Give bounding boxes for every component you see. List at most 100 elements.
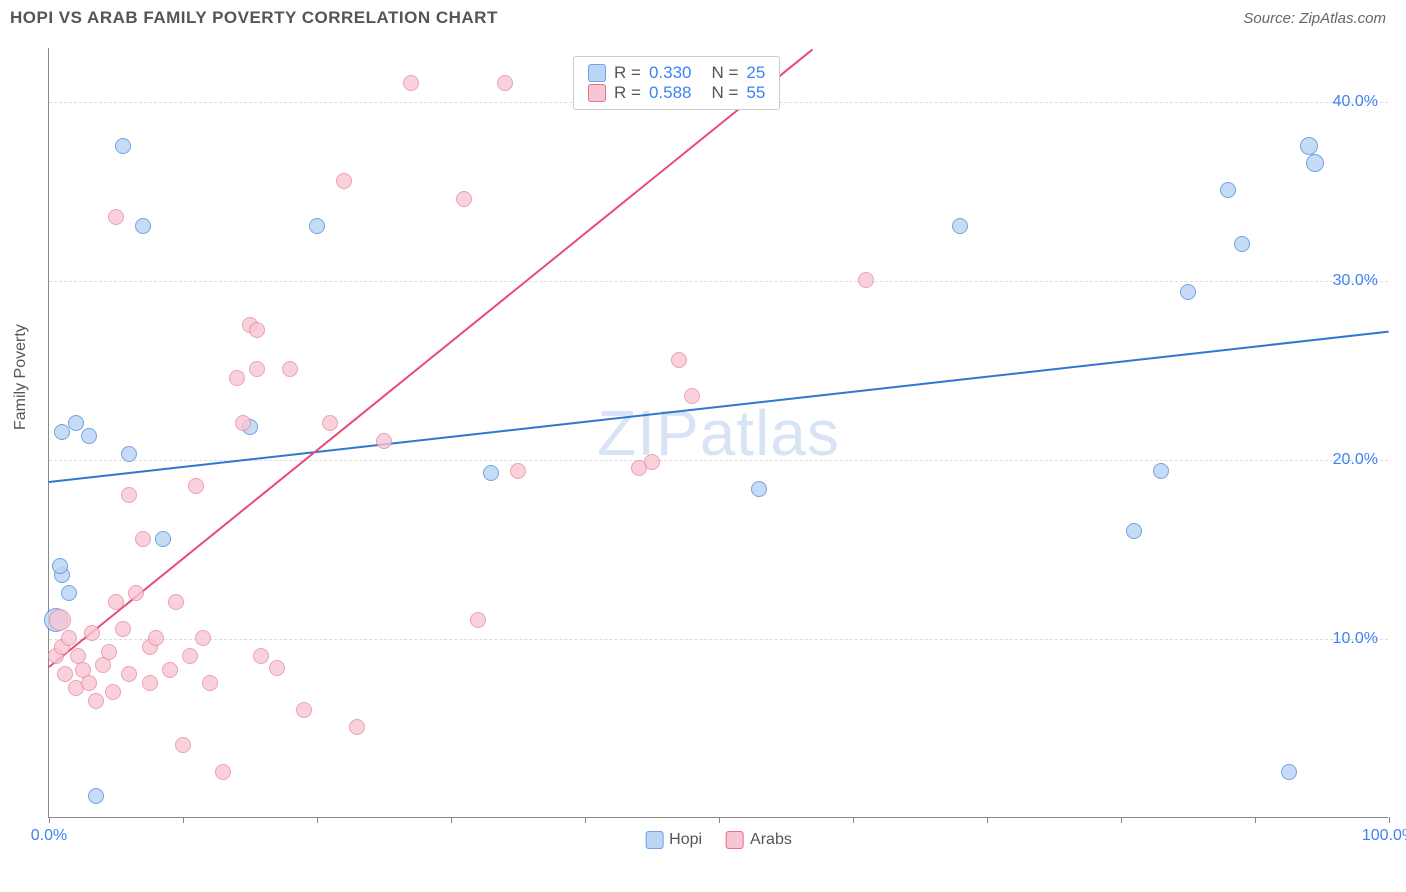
x-tick xyxy=(853,817,854,823)
data-point xyxy=(135,531,151,547)
y-tick-label: 20.0% xyxy=(1333,451,1378,469)
data-point xyxy=(1180,284,1196,300)
gridline xyxy=(49,281,1388,282)
data-point xyxy=(88,693,104,709)
correlation-legend: R = 0.330 N = 25R = 0.588 N = 55 xyxy=(573,56,780,110)
x-tick xyxy=(49,817,50,823)
data-point xyxy=(215,764,231,780)
x-tick xyxy=(1255,817,1256,823)
data-point xyxy=(456,191,472,207)
legend-n-value: 25 xyxy=(746,63,765,83)
data-point xyxy=(952,218,968,234)
data-point xyxy=(282,361,298,377)
data-point xyxy=(162,662,178,678)
data-point xyxy=(128,585,144,601)
legend-item: Arabs xyxy=(726,831,792,849)
data-point xyxy=(1281,764,1297,780)
source-label: Source: xyxy=(1243,10,1299,27)
scatter-chart: ZIPatlas HopiArabs 10.0%20.0%30.0%40.0%0… xyxy=(48,48,1388,818)
x-tick xyxy=(987,817,988,823)
data-point xyxy=(269,660,285,676)
x-tick-label: 100.0% xyxy=(1362,827,1406,845)
data-point xyxy=(253,648,269,664)
data-point xyxy=(235,415,251,431)
data-point xyxy=(115,621,131,637)
legend-n-label: N = xyxy=(711,83,738,103)
data-point xyxy=(84,625,100,641)
data-point xyxy=(249,322,265,338)
data-point xyxy=(1153,463,1169,479)
data-point xyxy=(1220,182,1236,198)
legend-r-value: 0.588 xyxy=(649,83,692,103)
chart-source: Source: ZipAtlas.com xyxy=(1243,10,1386,27)
series-legend: Hopi Arabs xyxy=(645,831,792,849)
data-point xyxy=(1300,137,1318,155)
data-point xyxy=(81,428,97,444)
legend-item-label: Arabs xyxy=(750,831,792,849)
data-point xyxy=(121,487,137,503)
data-point xyxy=(296,702,312,718)
data-point xyxy=(751,481,767,497)
data-point xyxy=(858,272,874,288)
data-point xyxy=(54,424,70,440)
data-point xyxy=(349,719,365,735)
data-point xyxy=(61,630,77,646)
legend-n-label: N = xyxy=(711,63,738,83)
chart-header: HOPI VS ARAB FAMILY POVERTY CORRELATION … xyxy=(0,0,1406,32)
data-point xyxy=(108,594,124,610)
data-point xyxy=(88,788,104,804)
data-point xyxy=(1306,154,1324,172)
legend-r-label: R = xyxy=(614,63,641,83)
trend-line xyxy=(48,48,813,667)
data-point xyxy=(202,675,218,691)
x-tick xyxy=(719,817,720,823)
data-point xyxy=(1126,523,1142,539)
y-tick-label: 10.0% xyxy=(1333,630,1378,648)
data-point xyxy=(175,737,191,753)
x-tick xyxy=(317,817,318,823)
legend-n-value: 55 xyxy=(746,83,765,103)
y-tick-label: 40.0% xyxy=(1333,93,1378,111)
data-point xyxy=(81,675,97,691)
data-point xyxy=(195,630,211,646)
data-point xyxy=(101,644,117,660)
data-point xyxy=(108,209,124,225)
legend-item: Hopi xyxy=(645,831,702,849)
x-tick xyxy=(451,817,452,823)
data-point xyxy=(142,675,158,691)
data-point xyxy=(121,446,137,462)
data-point xyxy=(115,138,131,154)
x-tick xyxy=(1389,817,1390,823)
data-point xyxy=(249,361,265,377)
legend-item-label: Hopi xyxy=(669,831,702,849)
data-point xyxy=(684,388,700,404)
y-tick-label: 30.0% xyxy=(1333,272,1378,290)
legend-r-value: 0.330 xyxy=(649,63,692,83)
data-point xyxy=(121,666,137,682)
data-point xyxy=(182,648,198,664)
data-point xyxy=(155,531,171,547)
data-point xyxy=(188,478,204,494)
x-tick xyxy=(183,817,184,823)
gridline xyxy=(49,639,1388,640)
data-point xyxy=(644,454,660,470)
data-point xyxy=(52,558,68,574)
data-point xyxy=(68,415,84,431)
data-point xyxy=(322,415,338,431)
data-point xyxy=(336,173,352,189)
y-axis-label: Family Poverty xyxy=(12,324,30,430)
data-point xyxy=(483,465,499,481)
data-point xyxy=(49,609,71,631)
data-point xyxy=(376,433,392,449)
data-point xyxy=(497,75,513,91)
x-tick-label: 0.0% xyxy=(31,827,67,845)
data-point xyxy=(135,218,151,234)
x-tick xyxy=(1121,817,1122,823)
data-point xyxy=(148,630,164,646)
legend-swatch-icon xyxy=(588,64,606,82)
data-point xyxy=(1234,236,1250,252)
legend-swatch-icon xyxy=(726,831,744,849)
chart-title: HOPI VS ARAB FAMILY POVERTY CORRELATION … xyxy=(10,8,498,28)
legend-row: R = 0.330 N = 25 xyxy=(588,63,765,83)
legend-swatch-icon xyxy=(645,831,663,849)
